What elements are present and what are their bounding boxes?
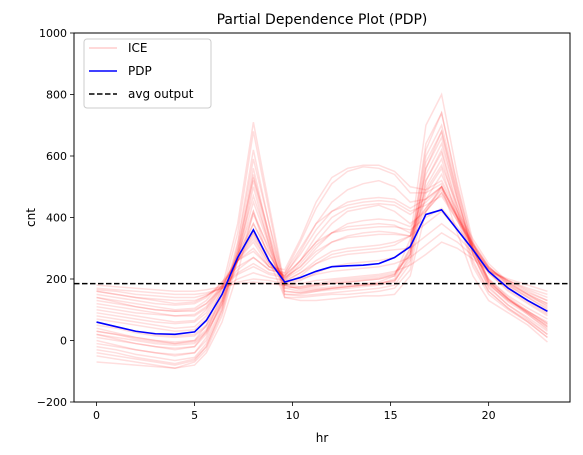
ice-line [96, 110, 548, 356]
ice-line [96, 92, 548, 345]
ice-line [96, 166, 548, 369]
ice-line [96, 129, 548, 357]
x-axis: 0 5 10 15 20 [93, 402, 496, 422]
ice-line [96, 191, 548, 325]
ice-line [96, 165, 548, 317]
pdp-line [96, 208, 548, 336]
y-tick-label: 600 [46, 150, 67, 163]
chart-title: Partial Dependence Plot (PDP) [217, 12, 428, 28]
y-tick-label: −200 [37, 396, 67, 409]
legend-box [83, 38, 212, 109]
ice-line [96, 185, 548, 333]
ice-line [96, 241, 548, 293]
y-axis-label: cnt [24, 208, 38, 227]
y-tick-label: 400 [46, 212, 67, 225]
legend: ICE PDP avg output [83, 38, 212, 109]
ice-line [96, 150, 548, 365]
x-tick-label: 5 [191, 409, 198, 422]
x-tick-label: 0 [93, 409, 100, 422]
y-tick-label: 1000 [39, 27, 67, 40]
ice-line [96, 188, 548, 317]
ice-line [96, 207, 548, 305]
ice-line [96, 222, 548, 299]
x-tick-label: 20 [482, 409, 496, 422]
ice-line [96, 157, 548, 366]
x-axis-label: hr [316, 431, 329, 445]
legend-label-ice: ICE [128, 41, 148, 55]
legend-label-avg-output: avg output [128, 87, 194, 101]
ice-line [96, 129, 548, 362]
y-tick-label: 800 [46, 89, 67, 102]
x-tick-label: 15 [384, 409, 398, 422]
ice-line [96, 179, 548, 323]
ice-line [96, 185, 548, 313]
ice-line [96, 163, 548, 345]
ice-lines-group [96, 92, 548, 369]
ice-line [96, 123, 548, 349]
ice-line [96, 172, 548, 339]
y-tick-label: 0 [60, 335, 67, 348]
ice-line [96, 231, 548, 296]
ice-line [96, 185, 548, 369]
ice-line [96, 147, 548, 337]
x-tick-label: 10 [286, 409, 300, 422]
ice-line [96, 110, 548, 351]
legend-label-pdp: PDP [128, 64, 152, 78]
ice-line [96, 191, 548, 329]
ice-line [96, 164, 548, 311]
y-tick-label: 200 [46, 273, 67, 286]
y-axis: −200 0 200 400 600 800 1000 [37, 27, 74, 409]
pdp-line-group [96, 208, 548, 336]
ice-line [96, 194, 548, 306]
ice-line [96, 185, 548, 313]
